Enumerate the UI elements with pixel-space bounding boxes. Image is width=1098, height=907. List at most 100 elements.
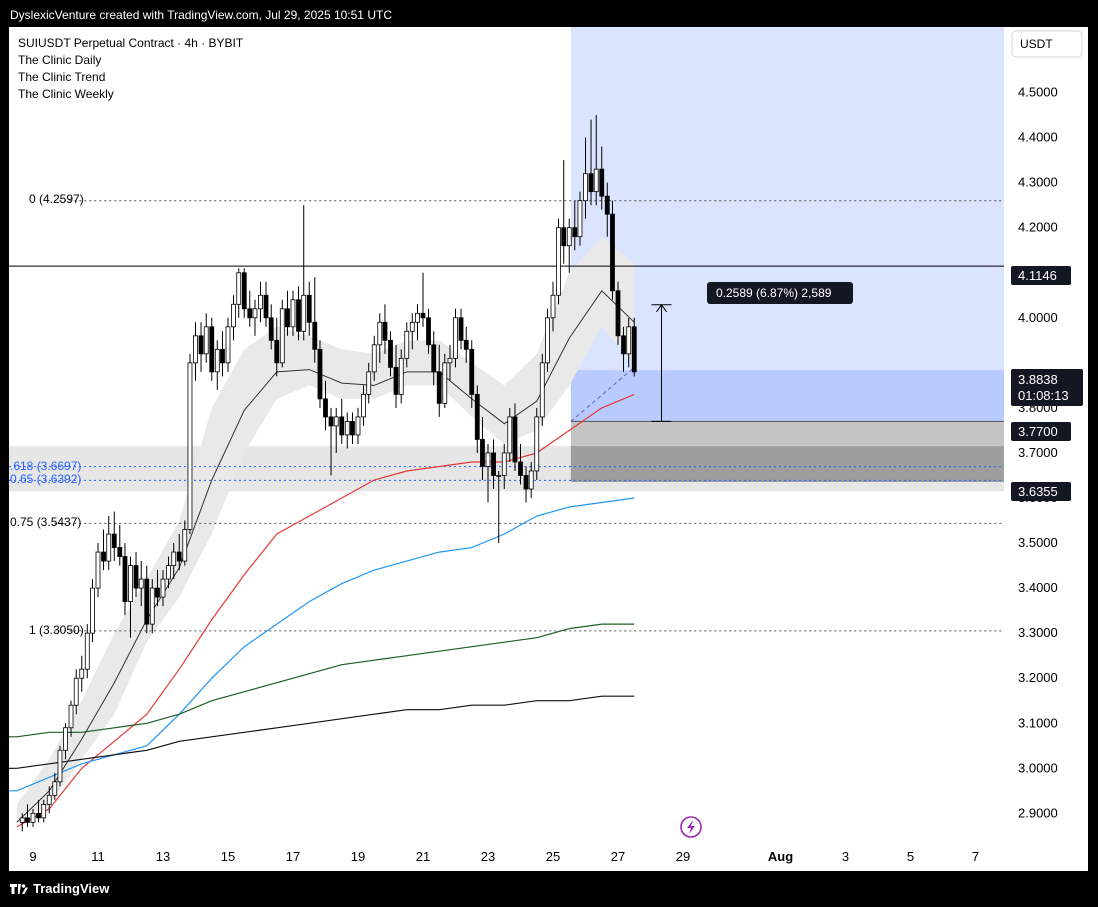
candle-body [566,227,572,247]
x-tick-label: 3 [842,849,849,864]
candle-body [626,326,632,355]
candle [306,281,312,336]
candle [84,624,90,679]
candle-body [117,547,123,557]
candle-body [268,317,274,341]
candle-body [111,533,117,548]
candle [133,552,139,598]
candle [25,804,30,827]
y-tick-label: 4.5000 [1018,85,1058,100]
y-tick-label: 3.4000 [1018,580,1058,595]
candle [155,570,160,607]
candle [447,344,453,381]
candle [46,786,52,814]
candle-body [577,200,583,238]
candle-body [166,565,171,580]
candle-body [323,398,328,418]
candle [442,353,448,408]
candle [187,353,193,535]
candle-body [333,416,339,427]
candle-body [214,348,220,373]
candle-body [415,312,420,323]
candle-body [57,749,63,783]
legend-indicator-weekly[interactable]: The Clinic Weekly [18,87,114,101]
candle-body [247,308,253,319]
candle [415,304,420,341]
candle-body [328,416,334,427]
fib-label-065: 0.65 (3.6392) [10,472,81,486]
candle-body [420,312,426,319]
candle [469,340,475,408]
x-tick-label: 11 [91,849,105,864]
candle-body [366,371,372,395]
candle-body [458,317,464,341]
legend-indicator-daily[interactable]: The Clinic Daily [18,53,101,67]
x-tick-label: 29 [676,849,690,864]
lightning-icon[interactable] [680,816,702,838]
candle-body [187,362,193,530]
candle [339,398,345,444]
series-ema_black [9,695,635,769]
candle [301,205,307,341]
candle-body [409,321,415,332]
candle-body [290,299,296,328]
currency-label: USDT [1020,37,1053,51]
candle-body [236,272,242,305]
x-tick-label: 7 [972,849,979,864]
tradingview-brand[interactable]: TradingView [10,881,109,896]
candle-body [312,321,318,350]
y-tick-label: 4.3000 [1018,175,1058,190]
candle [491,439,496,489]
candle [182,520,188,566]
candle-body [631,326,637,373]
candle-body [176,551,182,562]
candle [377,313,383,363]
currency-button[interactable]: USDT [1011,30,1083,58]
candle-body [561,227,567,247]
candle-body [285,308,290,328]
candle [453,308,458,368]
chart-caption: DyslexicVenture created with TradingView… [10,8,392,22]
candle-body [73,677,79,706]
candle-body [453,317,458,359]
candle-body [68,704,74,729]
candle-body [507,416,513,454]
support-bottom-price-tag: 3.6355 [1011,482,1071,501]
y-tick-label: 4.2000 [1018,220,1058,235]
series-clinic-trend [16,290,635,823]
candle-body [436,371,442,404]
candle [128,556,133,638]
fib-label-618: .618 (3.6697) [10,459,81,473]
legend-indicator-trend[interactable]: The Clinic Trend [18,70,105,84]
candle-body [138,578,144,589]
candle-body [528,470,534,490]
candle-body [393,366,399,395]
candle-body [496,475,502,477]
chart-frame[interactable]: 2.9000 3.0000 3.1000 3.2000 3.3000 3.4000 3.50… [9,27,1088,871]
series-ema_blue [9,497,635,792]
candle-body [160,578,166,598]
candle-body [518,461,523,476]
candle-body [599,168,605,197]
profit-zone [570,370,1004,422]
candle-body [84,632,90,670]
candle-body [231,303,236,328]
candle-body [534,416,540,472]
price-chart[interactable]: 2.9000 3.0000 3.1000 3.2000 3.3000 3.4000 3.50… [9,27,1088,871]
candle [193,322,198,381]
candle [561,160,567,264]
x-tick-label: 21 [416,849,430,864]
candle-body [149,587,155,625]
candle-body [144,578,150,625]
candle-body [306,294,312,323]
candle [426,308,431,354]
candle [328,407,334,476]
candle-body [30,812,36,823]
candle-body [25,817,30,823]
candle [610,200,615,300]
candle [388,331,393,377]
candle [323,380,328,431]
fib-label-1: 1 (3.3050) [29,623,84,637]
candle [63,723,68,760]
candle [95,543,101,598]
